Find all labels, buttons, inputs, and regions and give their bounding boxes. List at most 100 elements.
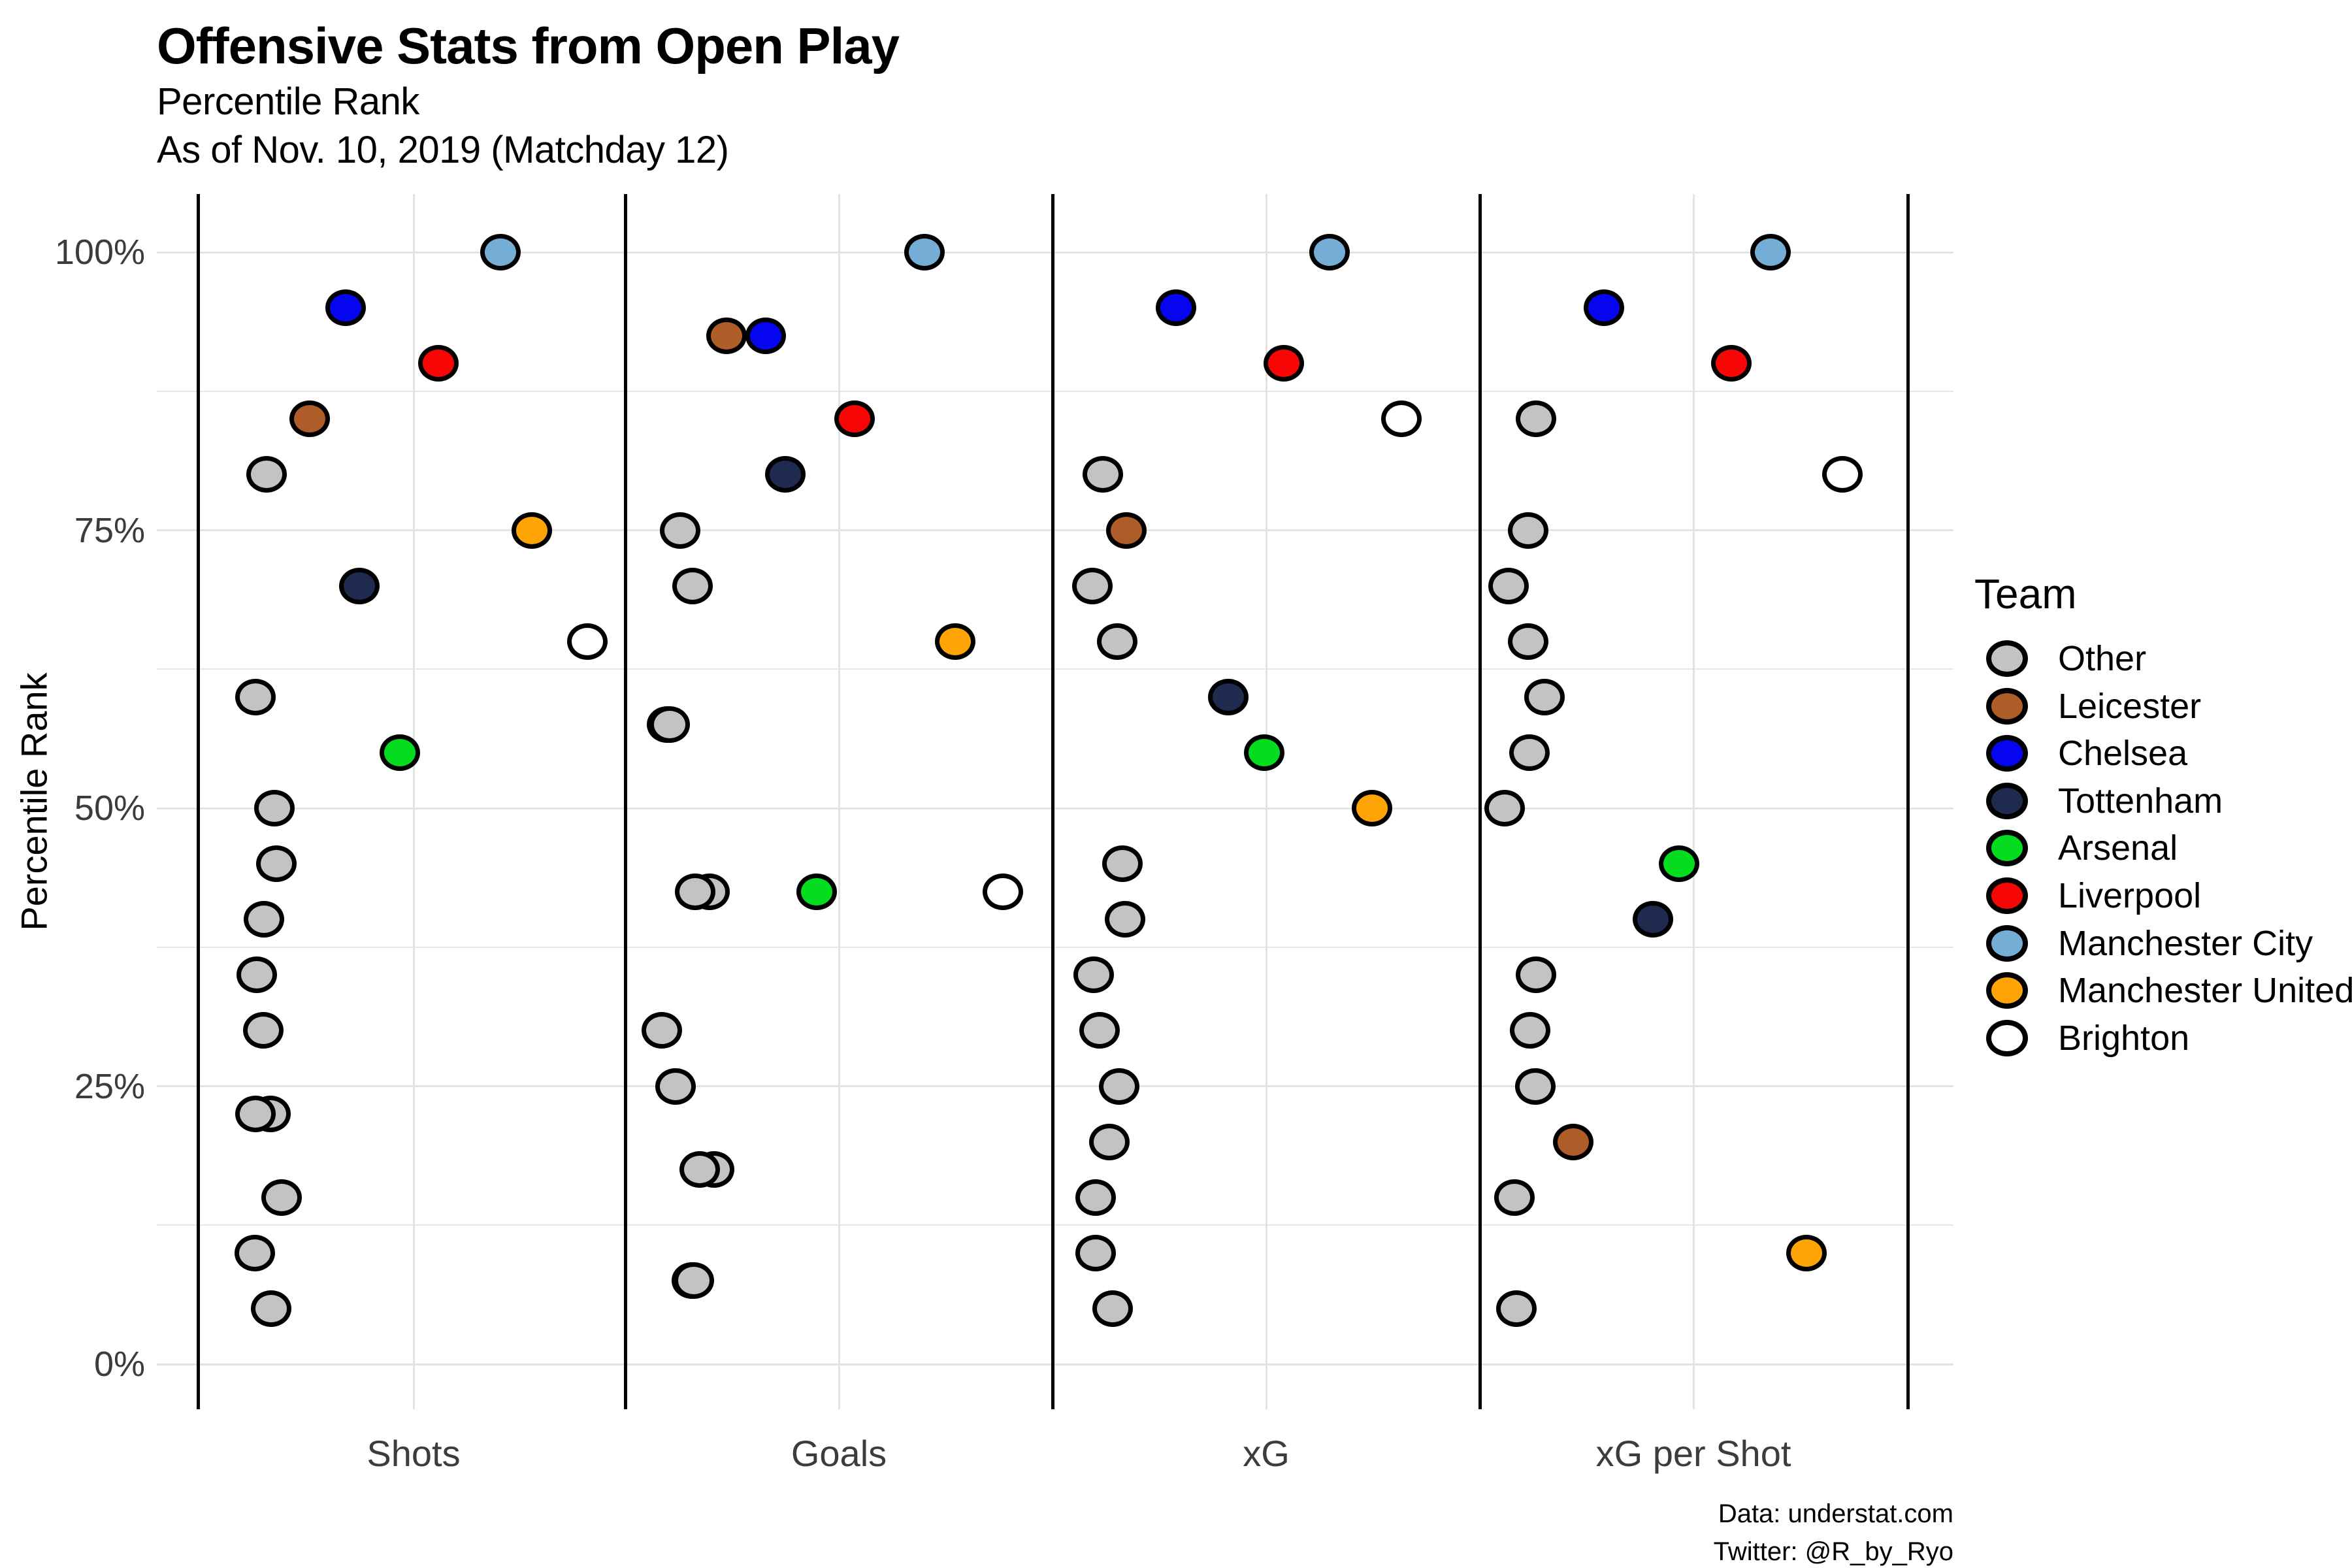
legend-label: Leicester	[2058, 686, 2202, 726]
data-point	[1584, 289, 1624, 327]
legend-label: Tottenham	[2058, 781, 2223, 821]
x-category-label-goals: Goals	[791, 1433, 887, 1474]
gridline-major	[157, 1363, 1953, 1365]
gridline-minor	[157, 1224, 1953, 1226]
data-point	[675, 873, 715, 910]
legend-key-dot	[1986, 640, 2028, 677]
data-point	[1072, 567, 1113, 604]
chart-title: Offensive Stats from Open Play	[157, 17, 900, 74]
legend-label: Other	[2058, 639, 2147, 678]
data-point	[1515, 1068, 1556, 1105]
data-point	[1097, 623, 1137, 660]
data-point	[674, 1262, 714, 1299]
legend-label: Manchester United	[2058, 971, 2352, 1011]
data-point	[1496, 1290, 1537, 1327]
data-point	[1659, 845, 1699, 883]
panel-border	[1051, 194, 1054, 1409]
data-point	[642, 1012, 682, 1049]
data-point	[1106, 512, 1147, 549]
legend-label: Manchester City	[2058, 923, 2313, 963]
data-point	[1075, 1234, 1116, 1271]
data-point	[904, 234, 945, 270]
data-point	[1073, 956, 1114, 994]
data-point	[1264, 345, 1304, 382]
legend-label: Liverpool	[2058, 876, 2202, 915]
data-point	[418, 345, 459, 382]
gridline-major	[157, 529, 1953, 531]
data-point	[1156, 289, 1196, 327]
data-point	[512, 512, 552, 549]
gridline-minor	[157, 946, 1953, 948]
gridline-major	[157, 807, 1953, 809]
y-tick-label: 0%	[93, 1345, 145, 1384]
y-tick-label: 75%	[74, 510, 145, 550]
data-point	[655, 1068, 696, 1105]
data-point	[339, 567, 380, 604]
data-point	[289, 400, 330, 438]
x-category-label-xg-per-shot: xG per Shot	[1595, 1433, 1791, 1474]
data-point	[1244, 734, 1284, 771]
footer-data-source: Data: understat.com	[1718, 1499, 1953, 1528]
y-tick-label: 50%	[74, 789, 145, 828]
data-point	[1484, 790, 1525, 826]
data-point	[235, 1096, 276, 1133]
data-point	[1309, 234, 1350, 270]
x-category-label-shots: Shots	[367, 1433, 461, 1474]
data-point	[796, 873, 837, 910]
data-point	[1508, 512, 1548, 549]
data-point	[1750, 234, 1791, 270]
data-point	[244, 901, 284, 938]
data-point	[1079, 1012, 1120, 1049]
data-point	[1102, 845, 1143, 883]
legend-label: Brighton	[2058, 1018, 2190, 1058]
data-point	[660, 512, 700, 549]
data-point	[1381, 400, 1422, 438]
data-point	[1099, 1068, 1139, 1105]
legend-key-dot	[1986, 687, 2028, 725]
legend-key-dot	[1986, 877, 2028, 914]
category-center-gridline	[1265, 194, 1267, 1409]
data-point	[1509, 734, 1550, 771]
category-center-gridline	[1692, 194, 1695, 1409]
data-point	[672, 567, 713, 604]
y-tick-label: 25%	[74, 1066, 145, 1106]
panel-border	[623, 194, 627, 1409]
data-point	[706, 317, 747, 354]
chart-subtitle: Percentile Rank	[157, 80, 419, 123]
data-point	[254, 790, 295, 826]
legend-key-dot	[1986, 924, 2028, 962]
data-point	[325, 289, 366, 327]
gridline-major	[157, 251, 1953, 253]
panel-border	[1906, 194, 1910, 1409]
data-point	[1105, 901, 1145, 938]
legend-title: Team	[1974, 570, 2077, 617]
data-point	[567, 623, 608, 660]
data-point	[1508, 623, 1548, 660]
legend-key-dot	[1986, 830, 2028, 867]
data-point	[1822, 456, 1863, 493]
category-center-gridline	[838, 194, 840, 1409]
y-tick-label: 100%	[54, 233, 145, 272]
panel-border	[196, 194, 200, 1409]
data-point	[1524, 678, 1565, 715]
data-point	[1488, 567, 1529, 604]
data-point	[1208, 678, 1249, 715]
data-point	[745, 317, 786, 354]
data-point	[1510, 1012, 1550, 1049]
legend-key-dot	[1986, 972, 2028, 1009]
gridline-minor	[157, 390, 1953, 392]
data-point	[235, 678, 276, 715]
data-point	[834, 400, 875, 438]
data-point	[243, 1012, 284, 1049]
data-point	[1516, 956, 1556, 994]
data-point	[235, 1234, 275, 1271]
legend-label: Chelsea	[2058, 734, 2188, 774]
footer-twitter: Twitter: @R_by_Ryo	[1713, 1537, 1953, 1566]
data-point	[1083, 456, 1123, 493]
data-point	[246, 456, 287, 493]
data-point	[380, 734, 420, 771]
data-point	[1711, 345, 1752, 382]
